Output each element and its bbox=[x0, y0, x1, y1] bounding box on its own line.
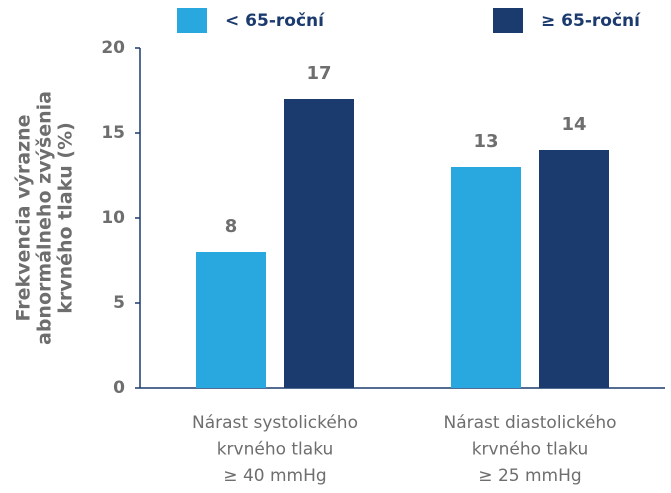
value-label: 17 bbox=[306, 63, 331, 84]
legend-label: ≥ 65-roční bbox=[541, 11, 641, 31]
bar bbox=[284, 99, 354, 388]
legend-swatch bbox=[493, 8, 523, 33]
y-tick-label: 20 bbox=[101, 38, 125, 58]
x-tick-label: krvného tlaku bbox=[217, 440, 334, 460]
bar bbox=[451, 167, 521, 388]
value-label: 14 bbox=[561, 114, 586, 135]
y-tick-label: 5 bbox=[113, 293, 125, 313]
y-tick-label: 10 bbox=[101, 208, 125, 228]
y-axis-label: abnormálneho zvýšenia bbox=[34, 91, 56, 345]
y-axis-label: krvného tlaku (%) bbox=[55, 122, 77, 314]
x-tick-label: krvného tlaku bbox=[472, 440, 589, 460]
x-tick-label: Nárast systolického bbox=[192, 413, 358, 433]
value-label: 8 bbox=[225, 216, 238, 237]
x-tick-label: ≥ 40 mmHg bbox=[223, 466, 326, 486]
y-tick-label: 0 bbox=[113, 378, 125, 398]
x-tick-label: Nárast diastolického bbox=[444, 413, 617, 433]
y-axis-label: Frekvencia výrazne bbox=[13, 114, 35, 321]
legend-swatch bbox=[177, 8, 207, 33]
x-tick-label: ≥ 25 mmHg bbox=[478, 466, 581, 486]
value-label: 13 bbox=[473, 131, 498, 152]
legend-label: < 65-roční bbox=[225, 11, 325, 31]
bar bbox=[539, 150, 609, 388]
bar bbox=[196, 252, 266, 388]
y-tick-label: 15 bbox=[101, 123, 125, 143]
